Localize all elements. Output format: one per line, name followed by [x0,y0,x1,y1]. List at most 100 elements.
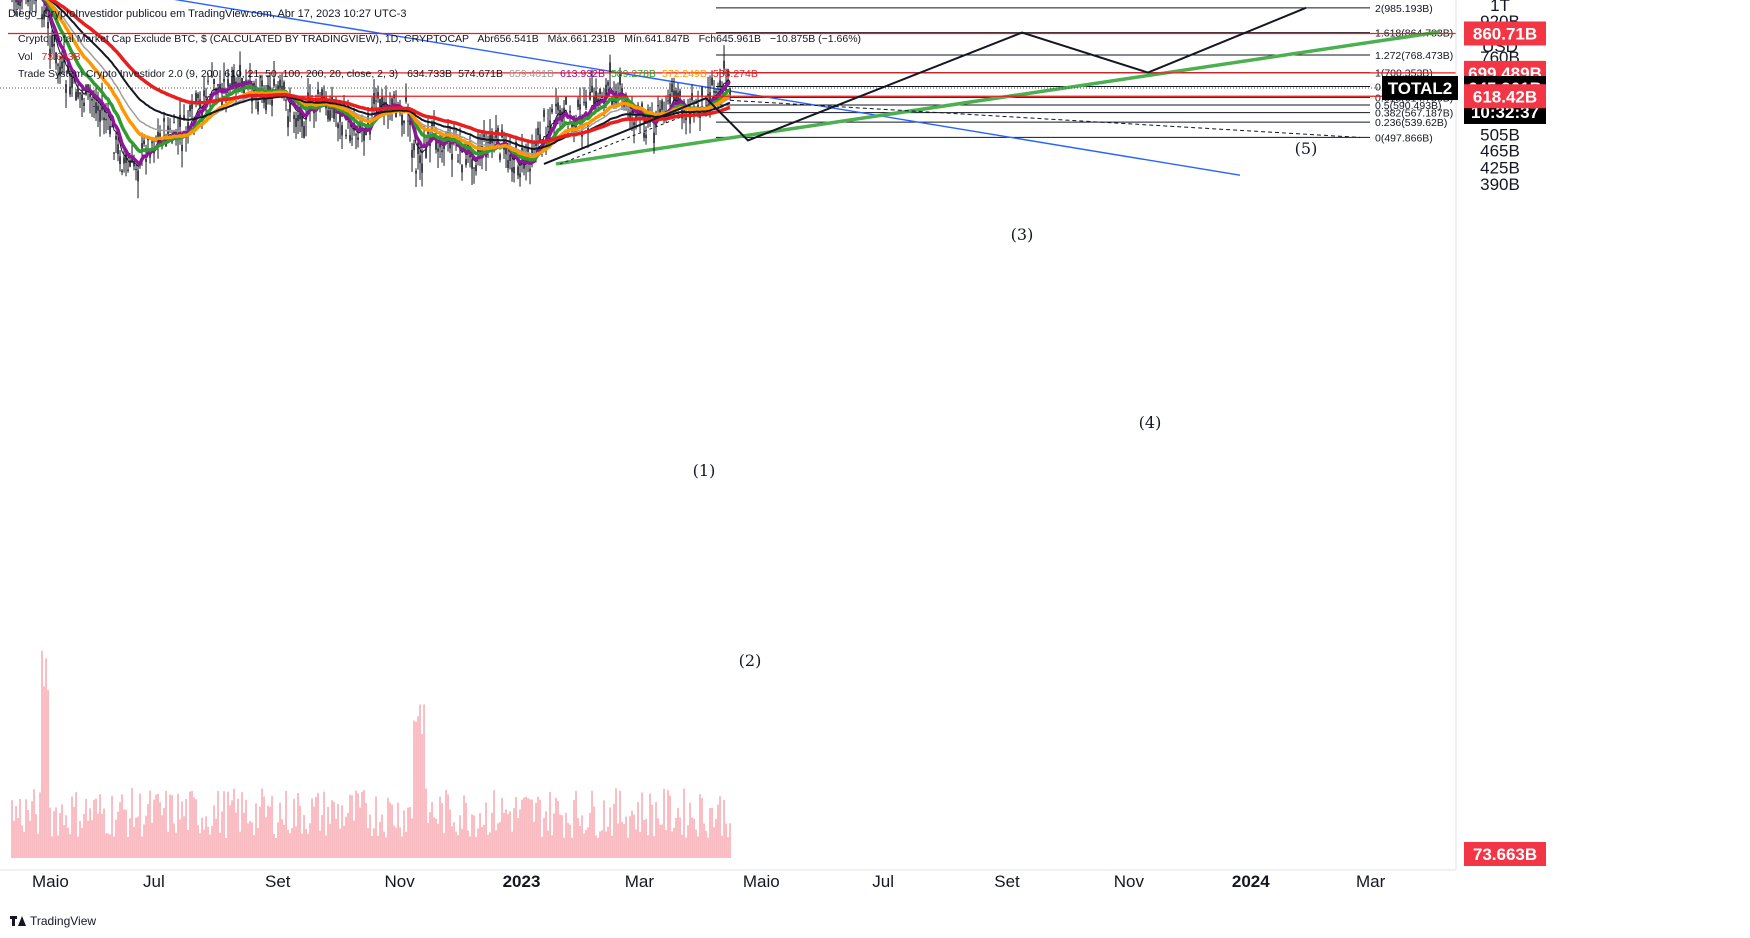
volume-bar [363,790,365,858]
volume-bar [595,835,597,858]
candle-body [249,75,251,78]
volume-bar [291,828,293,858]
wave-label: (2) [739,651,762,670]
volume-bar [459,815,461,858]
candle-body [557,102,559,111]
volume-bar [387,797,389,858]
volume-bar [265,817,267,858]
volume-bar [721,835,723,858]
volume-bar [197,824,199,858]
volume-bar [505,809,507,858]
volume-bar [611,835,613,858]
volume-bar [385,837,387,858]
volume-bar [435,818,437,858]
candle-body [55,52,57,64]
candle-body [213,78,215,84]
volume-bar [325,835,327,858]
tradingview-logo[interactable]: TradingView [10,914,96,928]
volume-bar [147,804,149,858]
elliott-wave-projection: (1) (2) (3) (4) (5) [543,6,1317,670]
volume-bar [473,815,475,858]
price-tick-label: 465B [1480,141,1520,160]
volume-bar [463,795,465,858]
candle-body [17,0,19,6]
volume-bar [719,796,721,858]
volume-bar [471,814,473,858]
volume-bar [77,836,79,858]
volume-bar [637,802,639,858]
candle-body [579,104,581,110]
volume-bar [371,836,373,858]
time-tick-label: Maio [32,872,69,891]
volume-bar [375,796,377,858]
candle-body [497,127,499,132]
volume-bar [349,794,351,858]
volume-bar [577,818,579,858]
volume-bar [169,794,171,858]
candle-body [289,103,291,113]
volume-bar [269,806,271,858]
volume-bar [199,833,201,858]
volume-bar [353,820,355,858]
candle-body [403,120,405,124]
volume-bar [63,825,65,858]
volume-bar [357,793,359,858]
candle-body [267,84,269,90]
candle-body [355,134,357,136]
volume-bar [279,802,281,858]
candle-body [43,11,45,20]
candle-body [211,75,213,77]
candle-body [279,79,281,88]
volume-bar [351,795,353,858]
volume-bar [41,650,43,858]
candle-body [79,92,81,95]
volume-bar [553,813,555,858]
candle-body [417,142,419,155]
candle-body [547,125,549,128]
volume-bar [267,805,269,858]
candle-body [451,153,453,160]
candle-body [221,99,223,107]
candle-body [181,144,183,151]
volume-bar [515,797,517,858]
volume-bar [465,802,467,858]
price-badge-label: TOTAL2 [1388,79,1453,98]
candle-body [653,132,655,144]
volume-bar [601,830,603,858]
candle-body [479,147,481,155]
candle-body [427,132,429,134]
volume-bar [725,823,727,858]
price-badge [1464,842,1546,866]
candle-body [707,94,709,96]
volume-bar [379,821,381,858]
indicator-legend[interactable]: Trade System Crypto Investidor 2.0 (9, 2… [18,68,770,80]
candle-body [577,99,579,107]
indicator-value: 572.249B [661,68,707,80]
volume-bar [565,812,567,858]
volume-bar [673,827,675,858]
indicator-value: 634.733B [407,68,453,80]
volume-bar [551,835,553,858]
volume-bar [393,825,395,858]
price-axis[interactable]: USD1.1T1T920B840B760B685B565B505B465B425… [1382,0,1546,870]
candle-body [207,80,209,82]
volume-bar [633,814,635,858]
volume-bar [361,791,363,858]
candle-body [391,98,393,106]
volume-bar [575,790,577,858]
symbol-legend[interactable]: Crypto Total Market Cap Exclude BTC, $ (… [18,33,867,45]
volume-bar [309,823,311,858]
volume-bar [137,816,139,858]
candle-body [491,131,493,144]
volume-bar [659,824,661,858]
volume-bar [669,795,671,858]
candle-body [349,135,351,141]
time-axis[interactable]: Maio Jul Set Nov 2023 Mar Maio Jul Set Nov 2024 Mar [0,869,1456,891]
volume-legend[interactable]: Vol 73.663B [18,51,87,63]
volume-bar [535,802,537,858]
volume-bar [149,790,151,858]
price-badge [1464,84,1546,109]
volume-bar [499,821,501,858]
candle-body [93,106,95,108]
